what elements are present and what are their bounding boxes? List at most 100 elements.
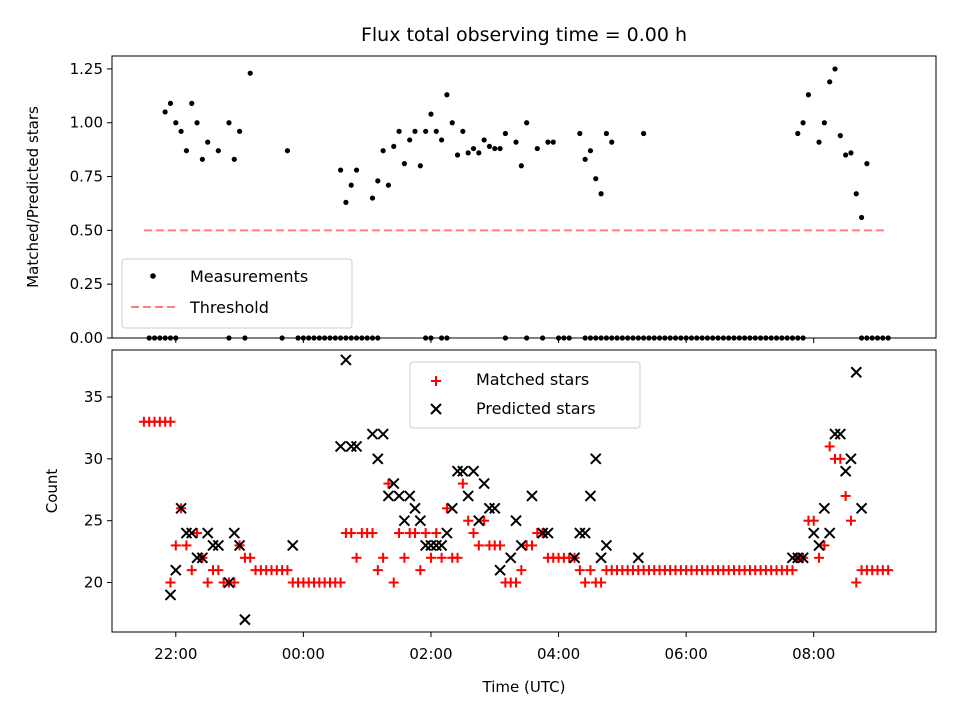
predicted-point — [510, 514, 522, 527]
predicted-point — [829, 428, 841, 440]
predicted-point — [584, 490, 597, 502]
predicted-point — [797, 552, 809, 564]
x-axis-label: Time (UTC) — [482, 678, 566, 696]
top-ytick-label: 0.00 — [70, 329, 103, 347]
legend-label-threshold: Threshold — [189, 298, 269, 317]
measurement-point — [407, 137, 413, 143]
predicted-point — [462, 490, 474, 502]
measurement-point — [476, 150, 482, 156]
matched-point — [383, 478, 394, 489]
top-legend-box — [121, 258, 353, 329]
top-ytick-label: 0.75 — [70, 168, 103, 186]
predicted-point — [425, 539, 437, 552]
predicted-point — [207, 539, 219, 552]
matched-point — [367, 528, 378, 539]
matched-point — [495, 540, 506, 551]
measurement-point — [178, 128, 184, 134]
matched-point — [835, 453, 846, 464]
predicted-point — [813, 539, 825, 552]
legend-label-matched: Matched stars — [476, 370, 589, 389]
predicted-point — [632, 552, 645, 564]
measurement-point — [513, 139, 519, 145]
measurement-point — [609, 139, 615, 145]
matched-point — [516, 565, 527, 576]
matched-point — [473, 540, 484, 551]
matched-point — [229, 577, 240, 588]
predicted-point — [823, 527, 836, 539]
matched-point — [192, 528, 203, 539]
measurement-point — [343, 199, 349, 205]
measurement-point — [396, 128, 402, 134]
matched-point — [431, 528, 442, 539]
predicted-point — [228, 527, 240, 539]
measurement-point — [843, 152, 849, 158]
measurement-point — [199, 156, 205, 162]
matched-point — [388, 577, 399, 588]
measurement-point — [486, 143, 493, 150]
measurement-point — [215, 148, 221, 154]
predicted-point — [239, 613, 251, 626]
predicted-point — [196, 552, 209, 564]
predicted-point — [350, 440, 363, 453]
predicted-point — [574, 527, 586, 539]
bottom-xtick-label: 22:00 — [154, 645, 197, 663]
top-plot-frame — [111, 55, 937, 339]
measurement-point — [795, 130, 801, 137]
predicted-point — [180, 527, 193, 539]
bottom-legend-box — [409, 361, 641, 429]
measurement-point — [380, 148, 386, 154]
legend-marker-predicted — [430, 403, 442, 415]
top-ytick-label: 0.25 — [70, 275, 103, 293]
measurement-point — [465, 150, 471, 156]
measurement-point — [534, 145, 540, 152]
measurement-point — [524, 120, 530, 126]
predicted-point — [489, 502, 501, 515]
matched-point — [441, 503, 452, 514]
measurement-point — [375, 178, 381, 184]
matched-point — [335, 577, 346, 588]
matched-point — [824, 441, 835, 452]
bottom-ytick-label: 35 — [84, 388, 103, 406]
matched-point — [511, 577, 522, 588]
measurement-point — [205, 139, 211, 145]
matched-point — [840, 490, 851, 501]
predicted-point — [223, 576, 235, 589]
bottom-ytick-label: 25 — [84, 512, 103, 530]
measurement-point — [183, 148, 190, 154]
measurement-point — [821, 120, 827, 126]
measurement-point — [162, 109, 168, 115]
matched-point — [202, 577, 213, 588]
measurement-point — [433, 128, 439, 134]
predicted-point — [388, 477, 400, 490]
matched-point — [165, 416, 176, 427]
legend-label-measurements: Measurements — [190, 267, 308, 286]
predicted-point — [467, 465, 480, 477]
measurement-point — [805, 92, 812, 98]
matched-point — [415, 565, 426, 576]
measurement-point — [167, 100, 174, 106]
matched-point — [808, 515, 819, 526]
predicted-point — [595, 552, 607, 564]
matched-point — [245, 552, 256, 563]
predicted-point — [818, 502, 831, 515]
predicted-point — [590, 453, 602, 465]
predicted-point — [483, 502, 496, 515]
predicted-point — [834, 428, 847, 440]
predicted-point — [414, 514, 427, 527]
matched-point — [170, 540, 181, 551]
matched-point — [457, 478, 468, 489]
measurement-point — [587, 148, 594, 154]
measurement-point — [173, 120, 179, 126]
bottom-y-axis-label: Count — [43, 469, 61, 514]
measurement-point — [827, 79, 833, 85]
legend-marker-matched — [431, 376, 441, 386]
predicted-point — [494, 564, 506, 576]
measurement-point — [864, 161, 870, 167]
bottom-legend: Matched stars Predicted stars — [409, 361, 641, 429]
bottom-xtick-label: 00:00 — [282, 645, 325, 663]
measurement-point — [194, 120, 200, 126]
measurement-point — [460, 128, 466, 134]
measurement-point — [837, 133, 843, 139]
measurement-point — [848, 150, 854, 156]
